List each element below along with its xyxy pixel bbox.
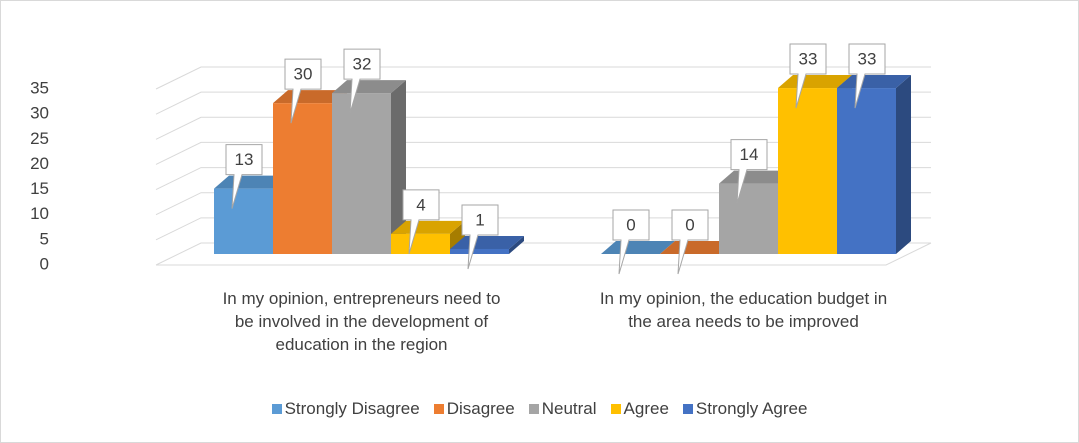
y-tick-label: 35 bbox=[30, 78, 49, 97]
data-label: 14 bbox=[740, 145, 759, 164]
label-callout bbox=[402, 189, 440, 255]
y-tick-label: 10 bbox=[30, 204, 49, 223]
data-label: 33 bbox=[799, 50, 818, 69]
legend-label: Disagree bbox=[446, 399, 515, 418]
label-callout bbox=[789, 43, 827, 109]
legend-item: Strongly Agree bbox=[682, 399, 808, 419]
legend-item: Agree bbox=[610, 399, 669, 419]
data-label: 30 bbox=[294, 65, 313, 84]
grid-line bbox=[155, 192, 931, 216]
y-tick-label: 20 bbox=[30, 154, 49, 173]
x-tick-label: In my opinion, entrepreneurs need to be … bbox=[222, 289, 501, 354]
label-callout bbox=[461, 204, 499, 270]
grid-line bbox=[155, 141, 931, 165]
floor bbox=[156, 242, 932, 266]
legend-label: Strongly Agree bbox=[695, 399, 808, 418]
bar bbox=[778, 88, 837, 254]
bar-top bbox=[391, 220, 465, 234]
bar bbox=[332, 93, 391, 254]
bar-top bbox=[719, 170, 793, 184]
label-callout bbox=[848, 43, 886, 109]
bar-top bbox=[837, 75, 911, 89]
y-tick-label: 0 bbox=[40, 254, 49, 273]
y-tick-label: 5 bbox=[40, 229, 49, 248]
bar-top bbox=[778, 75, 852, 89]
y-tick-label: 15 bbox=[30, 179, 49, 198]
grid-line bbox=[155, 91, 931, 115]
label-callout bbox=[343, 48, 381, 114]
data-label: 33 bbox=[858, 50, 877, 69]
bar-top bbox=[601, 241, 675, 254]
x-tick-label: In my opinion, the education budget in t… bbox=[599, 289, 888, 331]
data-label: 32 bbox=[353, 55, 372, 74]
legend-item: Disagree bbox=[433, 399, 515, 419]
bar bbox=[837, 88, 896, 254]
bar-side bbox=[896, 75, 911, 254]
grid-line bbox=[155, 116, 931, 140]
data-label: 0 bbox=[626, 215, 635, 234]
label-callout bbox=[612, 209, 650, 275]
grid-line bbox=[155, 66, 931, 90]
bar-side bbox=[391, 80, 406, 254]
data-label: 0 bbox=[685, 215, 694, 234]
legend-item: Strongly Disagree bbox=[271, 399, 420, 419]
bar bbox=[214, 188, 273, 254]
bar-top bbox=[273, 90, 347, 104]
label-callout bbox=[730, 139, 768, 204]
legend-swatch bbox=[433, 404, 444, 414]
legend-label: Agree bbox=[623, 399, 669, 418]
bar-top bbox=[660, 241, 734, 254]
bar-side bbox=[509, 235, 524, 254]
data-label: 4 bbox=[416, 195, 425, 214]
bar bbox=[391, 233, 450, 254]
label-callout bbox=[284, 58, 322, 124]
bar bbox=[450, 248, 509, 254]
legend-swatch bbox=[528, 404, 539, 414]
legend-swatch bbox=[682, 404, 693, 414]
y-tick-label: 25 bbox=[30, 129, 49, 148]
label-callout bbox=[225, 144, 263, 209]
legend-label: Strongly Disagree bbox=[284, 399, 420, 418]
bar-top bbox=[214, 175, 288, 189]
bar bbox=[719, 183, 778, 254]
legend: Strongly Disagree Disagree Neutral Agree Str… bbox=[1, 399, 1078, 419]
legend-swatch bbox=[271, 404, 282, 414]
y-tick-label: 30 bbox=[30, 104, 49, 123]
legend-item: Neutral bbox=[528, 399, 597, 419]
label-callout bbox=[671, 209, 709, 275]
legend-label: Neutral bbox=[541, 399, 597, 418]
data-label: 1 bbox=[475, 210, 484, 229]
grid-line bbox=[155, 167, 931, 191]
bar-top bbox=[332, 80, 406, 94]
bar bbox=[273, 103, 332, 255]
data-label: 13 bbox=[235, 150, 254, 169]
bar-top bbox=[450, 235, 524, 249]
legend-swatch bbox=[610, 404, 621, 414]
